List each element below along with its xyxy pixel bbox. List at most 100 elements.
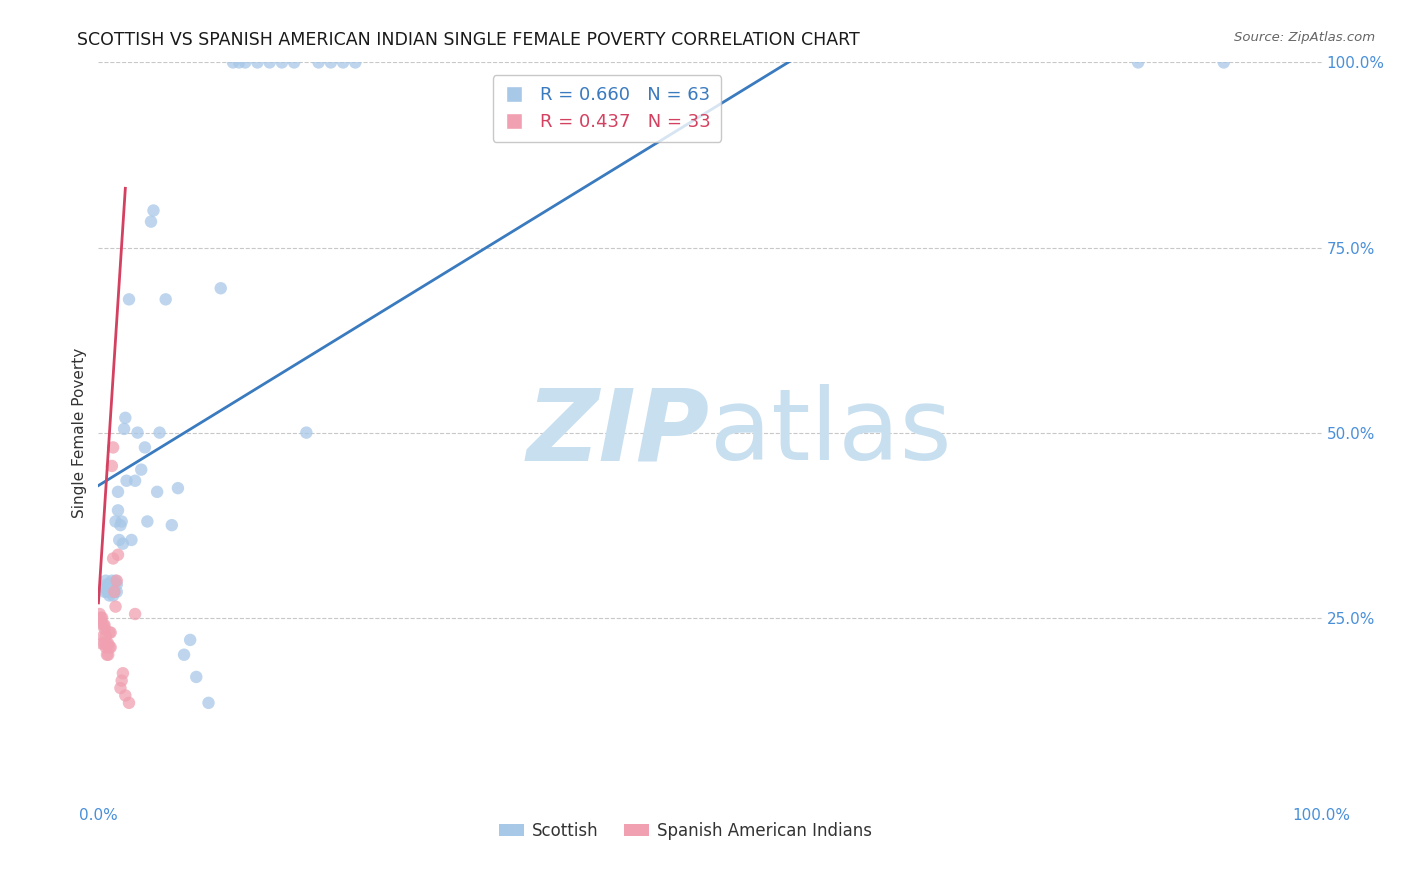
Point: [127, 425, 149, 440]
Point: [114, 689, 136, 703]
Point: [97, 648, 120, 662]
Point: [1128, 55, 1150, 70]
Point: [101, 551, 124, 566]
Point: [197, 696, 219, 710]
Point: [93, 618, 115, 632]
Point: [105, 584, 128, 599]
Point: [222, 55, 245, 70]
Point: [96, 577, 118, 591]
Point: [1212, 55, 1234, 70]
Point: [97, 637, 120, 651]
Point: [142, 203, 165, 218]
Point: [209, 281, 232, 295]
Point: [93, 622, 115, 636]
Point: [104, 515, 127, 529]
Point: [124, 607, 146, 621]
Point: [246, 55, 269, 70]
Point: [134, 441, 156, 455]
Point: [107, 503, 129, 517]
Point: [173, 648, 195, 662]
Point: [115, 474, 138, 488]
Text: ZIP: ZIP: [527, 384, 710, 481]
Point: [233, 55, 256, 70]
Point: [118, 293, 141, 307]
Point: [98, 625, 121, 640]
Legend: Scottish, Spanish American Indians: Scottish, Spanish American Indians: [492, 815, 879, 847]
Point: [91, 637, 114, 651]
Point: [91, 618, 114, 632]
Point: [110, 681, 132, 695]
Point: [89, 607, 111, 621]
Point: [283, 55, 305, 70]
Point: [259, 55, 281, 70]
Point: [105, 574, 128, 588]
Point: [103, 584, 125, 599]
Point: [149, 425, 172, 440]
Point: [101, 581, 124, 595]
Point: [97, 581, 120, 595]
Point: [228, 55, 250, 70]
Point: [118, 696, 141, 710]
Point: [111, 536, 134, 550]
Point: [186, 670, 208, 684]
Point: [111, 666, 134, 681]
Point: [120, 533, 142, 547]
Point: [103, 584, 125, 599]
Point: [160, 518, 183, 533]
Text: atlas: atlas: [710, 384, 952, 481]
Point: [114, 410, 136, 425]
Point: [91, 629, 114, 643]
Point: [98, 577, 121, 591]
Point: [295, 425, 318, 440]
Point: [111, 673, 134, 688]
Point: [107, 484, 129, 499]
Point: [100, 577, 122, 591]
Point: [101, 581, 124, 595]
Point: [93, 584, 115, 599]
Point: [101, 574, 124, 588]
Point: [139, 214, 162, 228]
Point: [96, 584, 118, 599]
Point: [94, 629, 117, 643]
Point: [110, 518, 132, 533]
Point: [93, 637, 115, 651]
Point: [308, 55, 330, 70]
Point: [136, 515, 159, 529]
Point: [94, 640, 117, 655]
Point: [96, 648, 118, 662]
Point: [146, 484, 169, 499]
Point: [167, 481, 190, 495]
Text: Source: ZipAtlas.com: Source: ZipAtlas.com: [1234, 31, 1375, 45]
Point: [101, 458, 124, 473]
Point: [100, 625, 122, 640]
Point: [100, 640, 122, 655]
Point: [107, 548, 129, 562]
Y-axis label: Single Female Poverty: Single Female Poverty: [72, 348, 87, 517]
Point: [94, 574, 117, 588]
Point: [124, 474, 146, 488]
Point: [319, 55, 342, 70]
Point: [98, 640, 121, 655]
Point: [103, 577, 125, 591]
Point: [100, 584, 122, 599]
Point: [96, 637, 118, 651]
Point: [111, 515, 134, 529]
Point: [104, 574, 127, 588]
Point: [155, 293, 177, 307]
Point: [332, 55, 354, 70]
Text: SCOTTISH VS SPANISH AMERICAN INDIAN SINGLE FEMALE POVERTY CORRELATION CHART: SCOTTISH VS SPANISH AMERICAN INDIAN SING…: [77, 31, 860, 49]
Point: [98, 589, 121, 603]
Point: [91, 610, 114, 624]
Point: [129, 462, 152, 476]
Point: [104, 599, 127, 614]
Point: [90, 615, 112, 629]
Point: [97, 584, 120, 599]
Point: [112, 422, 135, 436]
Point: [90, 610, 112, 624]
Point: [179, 632, 201, 647]
Point: [101, 441, 124, 455]
Point: [105, 577, 128, 591]
Point: [270, 55, 294, 70]
Point: [101, 589, 124, 603]
Point: [94, 581, 117, 595]
